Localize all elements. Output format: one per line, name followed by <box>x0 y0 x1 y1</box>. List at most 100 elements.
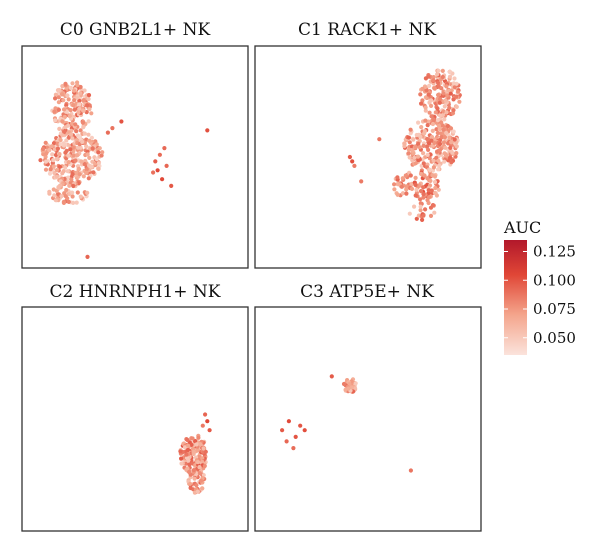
cell-point <box>74 129 78 133</box>
cell-point <box>408 155 412 159</box>
cell-point <box>201 446 205 450</box>
cell-point <box>419 125 423 129</box>
cell-point <box>60 92 64 96</box>
outlier-cell-point <box>280 428 284 432</box>
cell-point <box>196 448 200 452</box>
cell-point <box>59 142 63 146</box>
cell-point <box>428 168 432 172</box>
cell-point <box>436 131 440 135</box>
cell-point <box>395 175 399 179</box>
cell-point <box>411 138 415 142</box>
cell-point <box>198 442 202 446</box>
outlier-cell-point <box>348 155 352 159</box>
cell-point <box>72 153 76 157</box>
cell-point <box>445 110 449 114</box>
legend-title: AUC <box>503 218 541 237</box>
outlier-cell-point <box>205 128 209 132</box>
cell-point <box>193 477 197 481</box>
cell-point <box>52 193 56 197</box>
outlier-cell-point <box>201 424 205 428</box>
cell-point <box>67 184 71 188</box>
outlier-cell-point <box>298 424 302 428</box>
cell-point <box>52 164 56 168</box>
cell-point <box>85 103 89 107</box>
cell-point <box>438 113 442 117</box>
outlier-cell-point <box>205 419 209 423</box>
cell-point <box>412 156 416 160</box>
cell-point <box>87 93 91 97</box>
cell-point <box>86 152 90 156</box>
cell-point <box>443 146 447 150</box>
cell-point <box>422 173 426 177</box>
cell-point <box>444 84 448 88</box>
cell-point <box>96 150 100 154</box>
cell-point <box>433 174 437 178</box>
cell-point <box>423 119 427 123</box>
cell-point <box>63 82 67 86</box>
cell-point <box>412 205 416 209</box>
cell-point <box>443 135 447 139</box>
cell-point <box>184 453 188 457</box>
cell-point <box>420 87 424 91</box>
cell-point <box>59 194 63 198</box>
cell-point <box>426 148 430 152</box>
cell-point <box>195 442 199 446</box>
cell-point <box>89 111 93 115</box>
cell-point <box>191 436 195 440</box>
outlier-cell-point <box>158 153 162 157</box>
umap-panel-c0 <box>22 46 248 268</box>
cell-point <box>68 147 72 151</box>
legend-tick-label: 0.050 <box>533 329 576 347</box>
outlier-cell-point <box>359 179 363 183</box>
cell-point <box>422 161 426 165</box>
cell-point <box>436 93 440 97</box>
outlier-cell-point <box>162 146 166 150</box>
cell-point <box>185 438 189 442</box>
cell-point <box>431 129 435 133</box>
outlier-cell-point <box>287 419 291 423</box>
cell-point <box>422 131 426 135</box>
cell-point <box>186 444 190 448</box>
cell-point <box>55 174 59 178</box>
cell-point <box>431 122 435 126</box>
cell-point <box>78 91 82 95</box>
cell-point <box>427 195 431 199</box>
cell-point <box>456 90 460 94</box>
panel-frame <box>255 307 481 531</box>
cell-point <box>57 108 61 112</box>
cell-point <box>396 193 400 197</box>
cell-point <box>70 172 74 176</box>
cell-point <box>425 137 429 141</box>
cell-point <box>87 107 91 111</box>
cell-point <box>73 122 77 126</box>
cell-point <box>73 159 77 163</box>
cell-point <box>83 132 87 136</box>
cell-point <box>421 214 425 218</box>
cell-point <box>437 164 441 168</box>
cell-point <box>63 165 67 169</box>
cell-point <box>62 201 66 205</box>
cell-point <box>427 93 431 97</box>
cell-point <box>447 106 451 110</box>
cell-point <box>413 183 417 187</box>
cell-point <box>66 169 70 173</box>
cell-point <box>429 214 433 218</box>
cell-point <box>66 154 70 158</box>
cell-point <box>354 381 358 385</box>
cell-point <box>97 167 101 171</box>
cell-point <box>76 110 80 114</box>
cell-point <box>432 211 436 215</box>
cell-point <box>441 69 445 73</box>
cell-point <box>416 121 420 125</box>
cell-point <box>436 159 440 163</box>
cell-point <box>189 486 193 490</box>
cell-point <box>454 95 458 99</box>
cell-point <box>449 160 453 164</box>
cell-point <box>421 185 425 189</box>
cell-point <box>100 150 104 154</box>
cell-point <box>445 153 449 157</box>
cell-point <box>429 104 433 108</box>
cell-point <box>80 140 84 144</box>
panel-title-c1: C1 RACK1+ NK <box>298 20 436 40</box>
